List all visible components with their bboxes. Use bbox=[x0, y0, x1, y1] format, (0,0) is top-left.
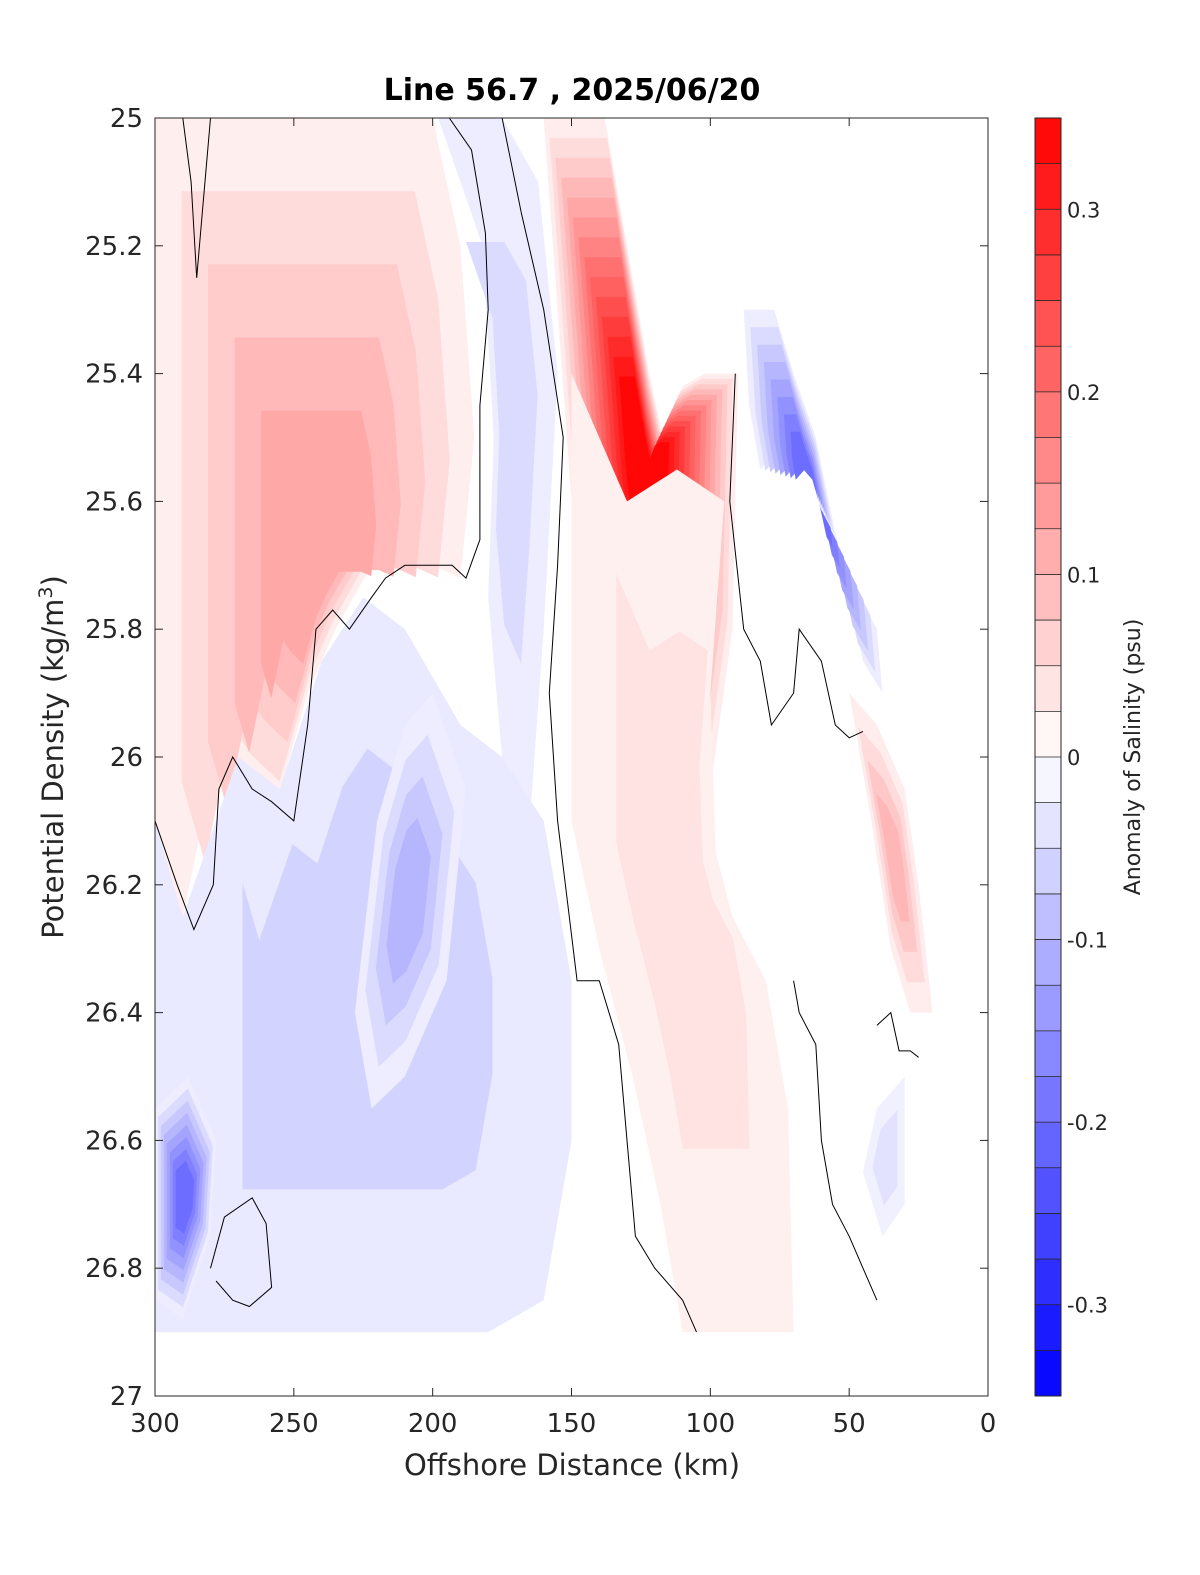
colorbar-band bbox=[1035, 163, 1061, 210]
colorbar-tick-label: 0.3 bbox=[1067, 198, 1100, 222]
x-tick-label: 200 bbox=[408, 1409, 458, 1439]
y-axis-label-main: Potential Density (kg/m bbox=[36, 599, 70, 939]
y-axis: 25 25.2 25.4 25.6 25.8 26 26.2 26.4 26.6 26.8 27 bbox=[85, 104, 988, 1412]
colorbar-tick-label: -0.2 bbox=[1067, 1111, 1108, 1135]
zero-contour-line bbox=[501, 117, 697, 1333]
y-axis-label-close: ) bbox=[36, 575, 70, 586]
colorbar-band bbox=[1035, 254, 1061, 302]
zero-contour-line bbox=[793, 980, 878, 1301]
zero-contour-line bbox=[729, 373, 864, 739]
colorbar-band bbox=[1035, 1122, 1061, 1169]
colorbar-label: Anomaly of Salinity (psu) bbox=[1121, 619, 1146, 896]
colorbar-band bbox=[1035, 528, 1061, 575]
colorbar-frame bbox=[1034, 117, 1062, 1397]
x-axis-label: Offshore Distance (km) bbox=[404, 1448, 740, 1482]
y-tick-label: 25 bbox=[110, 104, 143, 134]
x-tick-label: 100 bbox=[686, 1409, 736, 1439]
colorbar: 0.3 0.2 0.1 0 -0.1 -0.2 -0.3 bbox=[1034, 117, 1108, 1397]
y-tick-label: 26.8 bbox=[85, 1254, 143, 1284]
zero-contour-line bbox=[154, 117, 489, 931]
anomaly-band-coastal-salty-patch bbox=[876, 793, 910, 922]
colorbar-band bbox=[1035, 1259, 1061, 1306]
colorbar-band bbox=[1035, 391, 1061, 438]
colorbar-band bbox=[1035, 437, 1061, 484]
colorbar-band bbox=[1035, 1076, 1061, 1123]
y-axis-label-sup: 3 bbox=[35, 586, 57, 598]
y-tick-label: 27 bbox=[110, 1382, 143, 1412]
colorbar-band bbox=[1035, 939, 1061, 986]
y-tick-label: 25.4 bbox=[85, 360, 143, 390]
colorbar-band bbox=[1035, 483, 1061, 530]
zero-contour-line bbox=[182, 117, 211, 278]
x-tick-label: 250 bbox=[269, 1409, 319, 1439]
colorbar-band bbox=[1035, 893, 1061, 941]
x-tick-label: 300 bbox=[130, 1409, 180, 1439]
anomaly-band-deep-fresh-core bbox=[175, 1160, 195, 1234]
x-tick-label: 150 bbox=[547, 1409, 597, 1439]
colorbar-band bbox=[1035, 300, 1061, 347]
colorbar-band bbox=[1035, 1167, 1061, 1214]
y-tick-label: 26.4 bbox=[85, 999, 143, 1029]
colorbar-band bbox=[1035, 757, 1061, 804]
colorbar-tick-label: -0.1 bbox=[1067, 929, 1108, 953]
y-tick-label: 25.2 bbox=[85, 232, 143, 262]
y-tick-label: 26 bbox=[110, 743, 143, 773]
x-tick-label: 0 bbox=[980, 1409, 997, 1439]
colorbar-band bbox=[1035, 118, 1061, 165]
colorbar-band bbox=[1035, 1350, 1061, 1397]
anomaly-band-nearshore-fresh-narrow bbox=[438, 118, 558, 821]
colorbar-tick-label: 0.1 bbox=[1067, 563, 1100, 587]
colorbar-band bbox=[1035, 1030, 1061, 1077]
zero-contour-line bbox=[210, 1197, 273, 1308]
colorbar-band bbox=[1035, 711, 1061, 758]
anomaly-band-offshore-salty-lobe bbox=[261, 410, 377, 699]
colorbar-band bbox=[1035, 209, 1061, 256]
colorbar-band bbox=[1035, 346, 1061, 393]
colorbar-band bbox=[1035, 1304, 1061, 1351]
x-tick-label: 50 bbox=[833, 1409, 866, 1439]
y-tick-label: 25.8 bbox=[85, 615, 143, 645]
anomaly-band-coastal-fresh-small bbox=[872, 1109, 898, 1206]
colorbar-band bbox=[1035, 802, 1061, 849]
y-tick-label: 25.6 bbox=[85, 487, 143, 517]
y-tick-label: 26.2 bbox=[85, 871, 143, 901]
plot-area bbox=[154, 117, 933, 1333]
x-axis: 300 250 200 150 100 50 0 bbox=[130, 118, 996, 1439]
anomaly-band-coastal-fresh-core bbox=[790, 431, 833, 547]
colorbar-tick-label: 0 bbox=[1067, 746, 1080, 770]
colorbar-band bbox=[1035, 665, 1061, 712]
colorbar-band bbox=[1035, 574, 1061, 621]
colorbar-tick-label: 0.2 bbox=[1067, 381, 1100, 405]
anomaly-band-subsurface-fresh-core bbox=[386, 817, 431, 984]
colorbar-band bbox=[1035, 1213, 1061, 1260]
colorbar-band bbox=[1035, 985, 1061, 1032]
anomaly-band-nearshore-fresh-narrow bbox=[466, 242, 538, 664]
zero-contour-line bbox=[876, 1011, 919, 1058]
anomaly-band-shelf-salty-tail bbox=[616, 573, 750, 1149]
colorbar-tick-label: -0.3 bbox=[1067, 1294, 1108, 1318]
colorbar-band bbox=[1035, 848, 1061, 895]
colorbar-band bbox=[1035, 620, 1061, 667]
y-axis-label: Potential Density (kg/m3) bbox=[35, 575, 70, 939]
chart-title: Line 56.7 , 2025/06/20 bbox=[384, 73, 761, 108]
y-tick-label: 26.6 bbox=[85, 1126, 143, 1156]
